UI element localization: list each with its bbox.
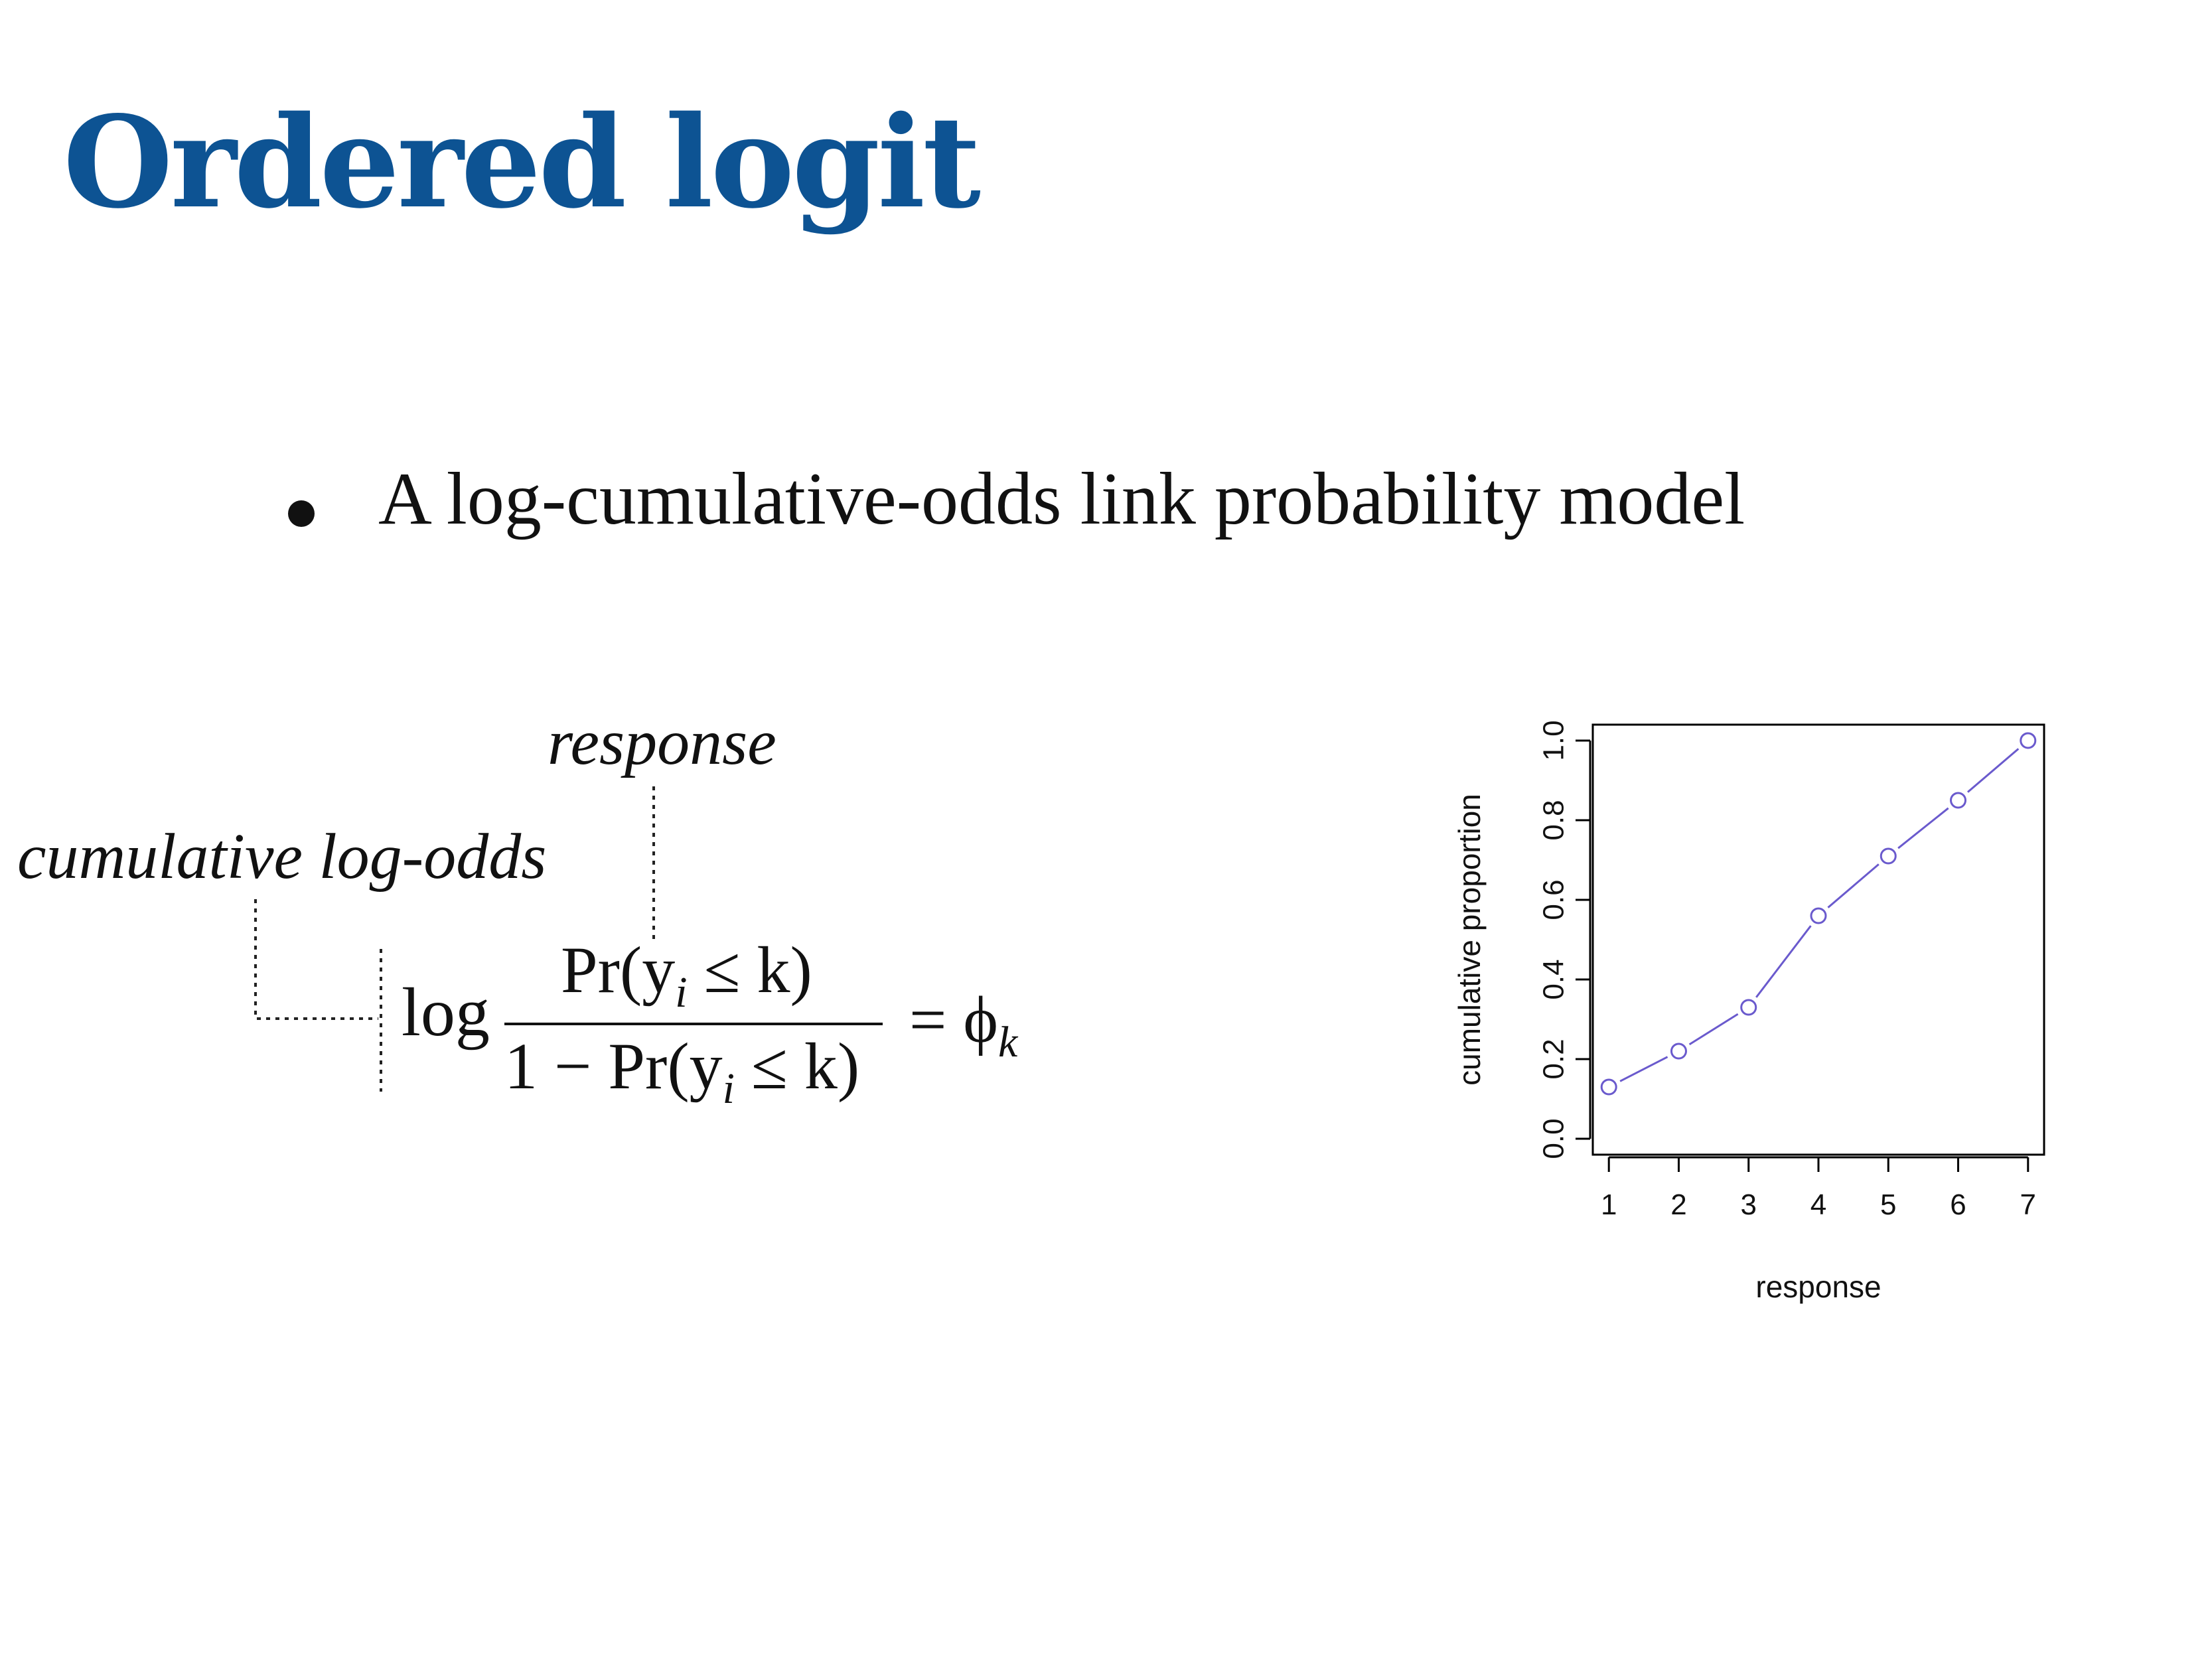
annotation-connectors	[254, 786, 655, 1092]
x-tick-label: 4	[1810, 1189, 1826, 1221]
formula-log: log	[402, 974, 490, 1050]
bullet-text: A log-cumulative-odds link probability m…	[378, 458, 1745, 540]
data-point	[1950, 792, 1967, 809]
series-segment	[1619, 1056, 1668, 1082]
data-point	[2020, 732, 2037, 749]
cumulative-proportion-chart: 1 2 3 4 5 6 7 0.0 0.2 0.4 0.6 0.8 1.0 response cumu…	[1452, 720, 2045, 1304]
bullet-dot	[288, 500, 315, 527]
series-segment	[1897, 807, 1949, 849]
series-segment	[1966, 748, 2020, 793]
y-tick-label: 0.0	[1538, 1118, 1570, 1159]
data-point	[1810, 907, 1827, 924]
series-segment	[1688, 1013, 1739, 1046]
series-segment	[1755, 925, 1812, 998]
x-tick-label: 2	[1670, 1189, 1686, 1221]
formula-rhs: = ϕk	[909, 983, 1019, 1066]
series-segment	[1827, 863, 1880, 908]
data-point	[1740, 999, 1757, 1016]
plot-frame	[1591, 723, 2045, 1156]
formula-rhs-sub: k	[998, 1018, 1019, 1066]
x-axis: 1 2 3 4 5 6 7	[1601, 1156, 2036, 1221]
data-point	[1600, 1078, 1617, 1096]
data-point	[1670, 1043, 1687, 1060]
data-point	[1880, 847, 1897, 865]
y-tick-label: 1.0	[1538, 720, 1570, 760]
annotation-cumulative-log-odds: cumulative log-odds	[17, 821, 547, 893]
formula-denominator-sub: i	[723, 1064, 735, 1113]
y-axis: 0.0 0.2 0.4 0.6 0.8 1.0	[1538, 720, 1591, 1159]
y-tick-label: 0.4	[1538, 959, 1570, 999]
y-axis-label: cumulative proportion	[1452, 794, 1487, 1086]
x-tick-label: 7	[2020, 1189, 2036, 1221]
slide-title: Ordered logit	[63, 88, 981, 236]
x-axis-label: response	[1755, 1269, 1881, 1304]
y-tick-label: 0.2	[1538, 1039, 1570, 1079]
y-tick-label: 0.8	[1538, 800, 1570, 840]
x-tick-label: 6	[1950, 1189, 1966, 1221]
x-tick-label: 1	[1601, 1189, 1617, 1221]
series-cumulative	[1600, 732, 2037, 1096]
formula-denominator: 1 − Pr(yi ≤ k)	[504, 1029, 859, 1113]
x-tick-label: 3	[1740, 1189, 1756, 1221]
connector-cumulative	[254, 899, 378, 1020]
annotation-response: response	[548, 707, 776, 778]
formula-numerator-sub: i	[675, 968, 687, 1017]
x-tick-label: 5	[1880, 1189, 1896, 1221]
y-tick-label: 0.6	[1538, 879, 1570, 920]
formula: log Pr(yi ≤ k) 1 − Pr(yi ≤ k) = ϕk	[402, 933, 1019, 1113]
formula-numerator: Pr(yi ≤ k)	[561, 933, 812, 1017]
